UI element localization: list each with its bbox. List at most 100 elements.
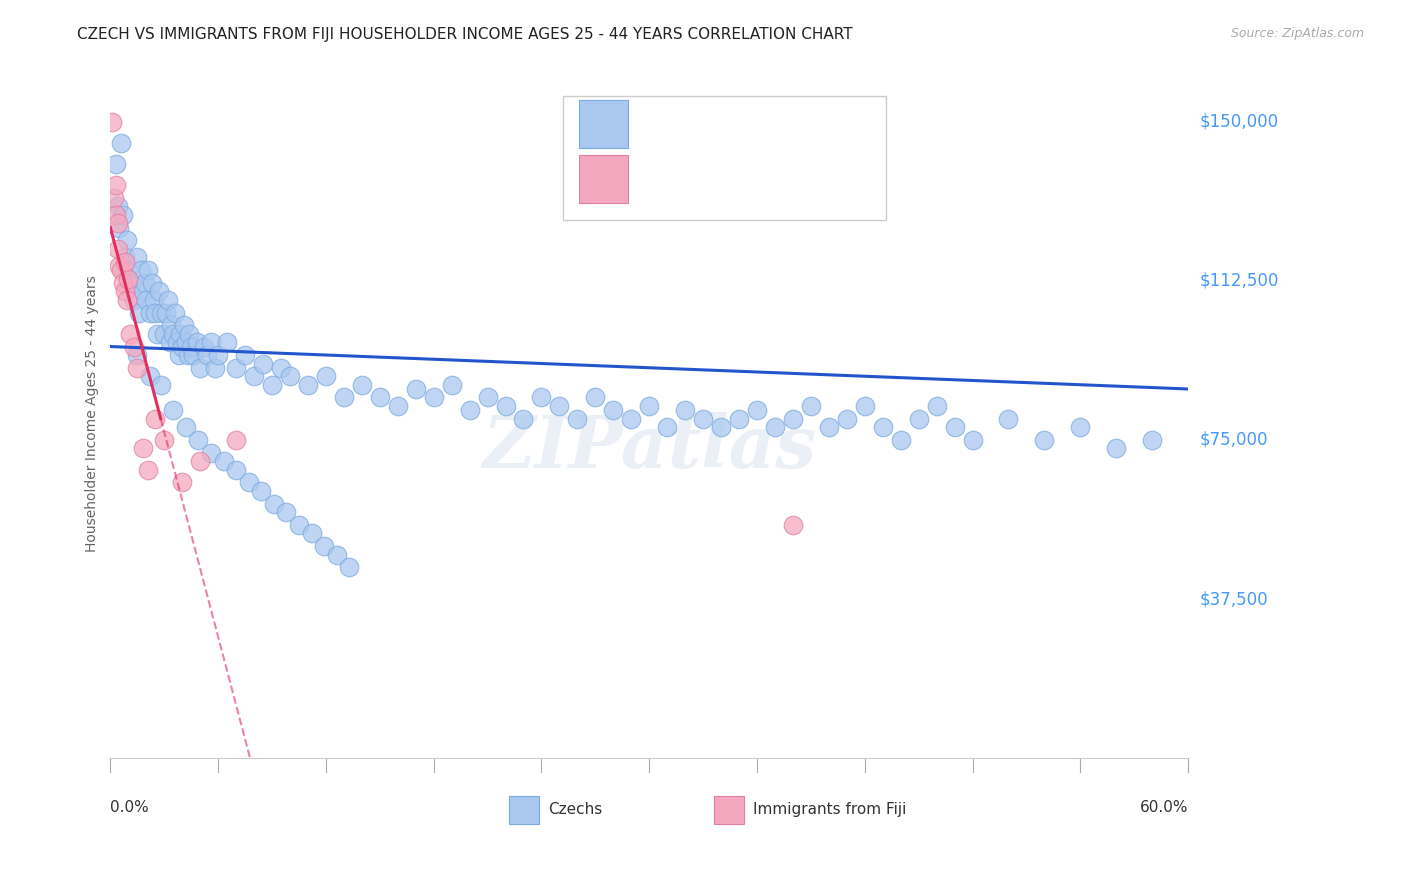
Point <box>252 357 274 371</box>
Point <box>193 339 215 353</box>
Y-axis label: Householder Income Ages 25 - 44 years: Householder Income Ages 25 - 44 years <box>86 275 100 552</box>
Point <box>111 208 134 222</box>
Point <box>315 369 337 384</box>
Point <box>120 326 142 341</box>
Point <box>179 326 201 341</box>
Text: $75,000: $75,000 <box>1199 431 1268 449</box>
Point <box>153 326 176 341</box>
Point <box>1105 442 1128 456</box>
Point <box>134 276 156 290</box>
Point <box>108 220 131 235</box>
Point <box>943 420 966 434</box>
Bar <box>579 154 627 203</box>
Point <box>530 391 553 405</box>
Text: 60.0%: 60.0% <box>1139 799 1188 814</box>
Point <box>297 377 319 392</box>
Point <box>122 339 145 353</box>
Point <box>107 199 129 213</box>
Point <box>104 208 127 222</box>
Point <box>204 360 226 375</box>
Point <box>115 234 138 248</box>
Point <box>156 293 179 307</box>
Point <box>925 399 948 413</box>
Point <box>440 377 463 392</box>
Point <box>181 348 204 362</box>
Text: 0.0%: 0.0% <box>111 799 149 814</box>
Text: -0.568: -0.568 <box>688 169 747 188</box>
Point <box>174 335 197 350</box>
Point <box>800 399 823 413</box>
Point <box>387 399 409 413</box>
Text: 119: 119 <box>821 115 856 133</box>
Bar <box>714 797 744 823</box>
Text: $112,500: $112,500 <box>1199 272 1278 290</box>
Point <box>477 391 499 405</box>
Point <box>278 369 301 384</box>
Point <box>107 216 129 230</box>
Point <box>368 391 391 405</box>
Point <box>512 411 534 425</box>
Point <box>149 377 172 392</box>
Point <box>200 445 222 459</box>
Point <box>835 411 858 425</box>
Point <box>127 360 149 375</box>
Point <box>207 348 229 362</box>
Point <box>333 391 356 405</box>
Point <box>217 335 239 350</box>
Point <box>763 420 786 434</box>
Point <box>657 420 679 434</box>
Point <box>159 335 181 350</box>
Point <box>143 411 166 425</box>
Point <box>174 420 197 434</box>
Point <box>243 369 266 384</box>
Point <box>146 326 169 341</box>
Point <box>114 285 136 299</box>
Point <box>122 293 145 307</box>
Point <box>422 391 444 405</box>
Point <box>692 411 714 425</box>
Point <box>117 271 139 285</box>
Point <box>225 462 247 476</box>
Point <box>104 178 127 193</box>
Point <box>186 335 208 350</box>
Point <box>114 254 136 268</box>
Point <box>325 548 347 562</box>
Point <box>155 305 177 319</box>
Point <box>108 259 131 273</box>
Text: Source: ZipAtlas.com: Source: ZipAtlas.com <box>1230 27 1364 40</box>
Point <box>238 475 260 490</box>
Point <box>270 360 292 375</box>
Point <box>548 399 571 413</box>
Point <box>110 263 132 277</box>
Point <box>817 420 839 434</box>
Point <box>495 399 517 413</box>
Point <box>745 403 768 417</box>
Text: ZIPatlas: ZIPatlas <box>482 412 817 483</box>
Point <box>890 433 912 447</box>
Text: N =: N = <box>768 115 815 133</box>
Point <box>104 157 127 171</box>
Point <box>405 382 427 396</box>
Point <box>263 497 285 511</box>
Point <box>1069 420 1091 434</box>
Point <box>673 403 696 417</box>
Text: $37,500: $37,500 <box>1199 591 1268 608</box>
Point <box>197 348 219 362</box>
Point <box>114 251 136 265</box>
Point <box>111 276 134 290</box>
Point <box>337 560 360 574</box>
Point <box>110 136 132 150</box>
Text: Immigrants from Fiji: Immigrants from Fiji <box>752 803 905 817</box>
Point <box>139 305 162 319</box>
Point <box>276 505 298 519</box>
Point <box>129 263 152 277</box>
Point <box>180 339 202 353</box>
Point <box>135 293 157 307</box>
Point <box>872 420 894 434</box>
Point <box>169 326 191 341</box>
Bar <box>509 797 540 823</box>
Point <box>188 360 211 375</box>
Point <box>997 411 1019 425</box>
Point <box>250 483 273 498</box>
Point <box>142 293 165 307</box>
